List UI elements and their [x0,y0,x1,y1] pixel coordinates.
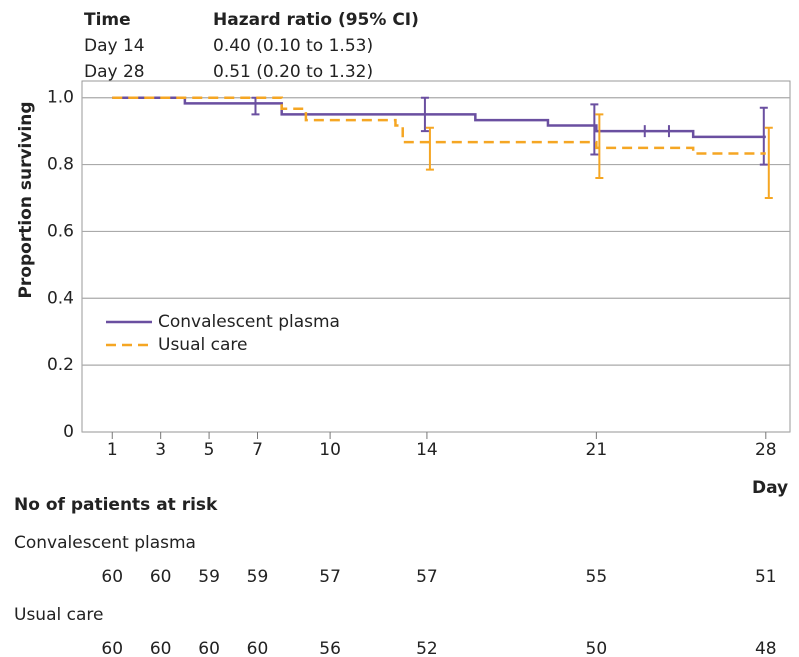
risk-count: 59 [247,567,269,587]
x-tick-label: 28 [755,440,777,460]
risk-row-label: Convalescent plasma [14,533,196,553]
survival-line [112,96,766,139]
legend-label: Usual care [158,335,247,355]
hr-cell: 0.40 (0.10 to 1.53) [213,36,373,56]
error-bar [764,126,773,199]
risk-count: 56 [319,639,341,657]
risk-count: 48 [755,639,777,657]
plot-frame [81,80,791,433]
hr-header: Hazard ratio (95% CI) [213,10,419,30]
risk-count: 57 [416,567,438,587]
risk-count: 57 [319,567,341,587]
risk-count: 50 [586,639,608,657]
x-tick-label: 3 [155,440,166,460]
risk-count: 59 [198,567,220,587]
y-tick-label: 0.4 [47,288,74,308]
survival-line [112,96,766,155]
hr-cell: 0.51 (0.20 to 1.32) [213,62,373,82]
x-tick-label: 1 [107,440,118,460]
hr-cell: Day 28 [84,62,145,82]
risk-count: 60 [150,567,172,587]
legend-label: Convalescent plasma [158,312,340,332]
y-tick-label: 0.2 [47,355,74,375]
x-tick-label: 10 [319,440,341,460]
risk-count: 60 [198,639,220,657]
risk-row-label: Usual care [14,605,103,625]
risk-count: 52 [416,639,438,657]
error-bar [590,103,599,156]
error-bar [595,113,604,179]
error-bar [251,96,260,116]
error-bar [425,126,434,171]
hr-header: Time [84,10,131,30]
y-tick-label: 0 [63,422,74,442]
y-tick-label: 1.0 [47,88,74,108]
risk-title: No of patients at risk [14,495,218,515]
x-tick-label: 14 [416,440,438,460]
y-tick-label: 0.8 [47,155,74,175]
x-tick-label: 7 [252,440,263,460]
risk-count: 55 [586,567,608,587]
x-axis-label: Day [752,478,788,498]
error-bar [420,96,429,133]
x-tick-label: 5 [204,440,215,460]
error-bar [759,106,768,166]
y-axis-label: Proportion surviving [16,101,36,298]
hr-cell: Day 14 [84,36,145,56]
risk-count: 60 [247,639,269,657]
risk-count: 60 [101,639,123,657]
risk-count: 51 [755,567,777,587]
risk-count: 60 [101,567,123,587]
risk-count: 60 [150,639,172,657]
x-tick-label: 21 [586,440,608,460]
y-tick-label: 0.6 [47,221,74,241]
